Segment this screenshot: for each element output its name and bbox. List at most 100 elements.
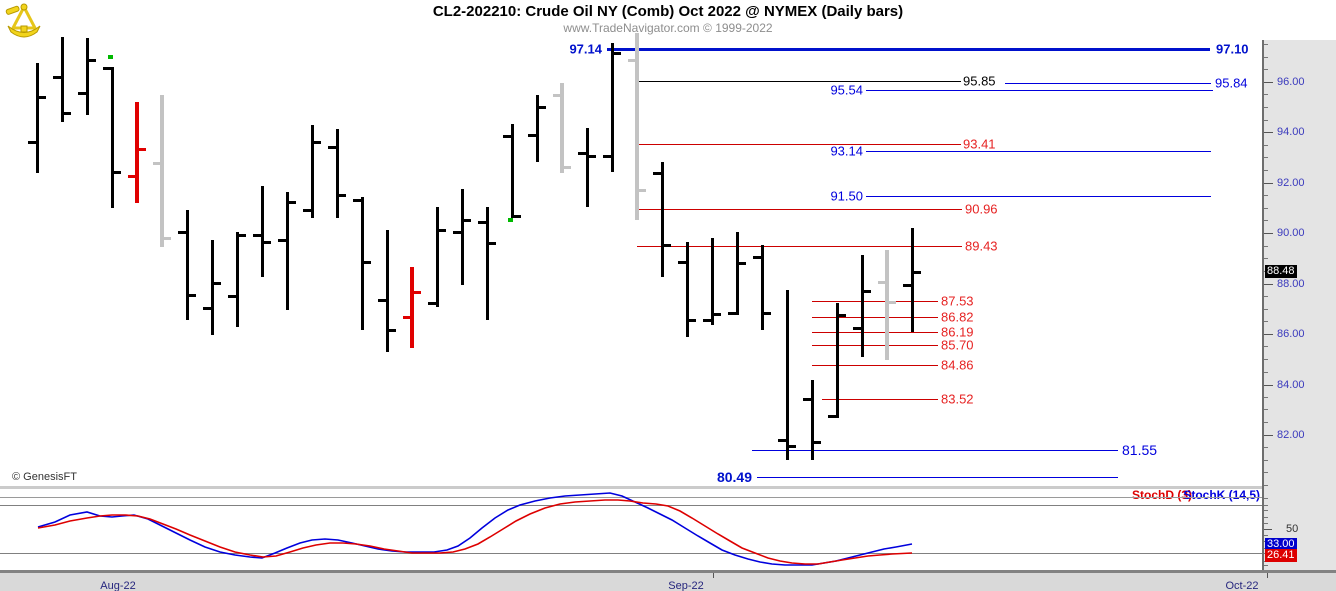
ohlc-open-tick bbox=[28, 141, 37, 144]
panel-separator[interactable] bbox=[0, 486, 1262, 489]
ohlc-bar-stem bbox=[611, 43, 614, 172]
ohlc-open-tick bbox=[403, 316, 412, 319]
ohlc-bar-stem bbox=[61, 37, 64, 122]
ohlc-close-tick bbox=[587, 155, 596, 158]
axis-minor-tick bbox=[1264, 460, 1268, 461]
axis-minor-tick bbox=[1264, 346, 1268, 347]
axis-minor-tick bbox=[1264, 372, 1268, 373]
ohlc-bar-stem bbox=[236, 232, 239, 327]
ohlc-open-tick bbox=[828, 415, 837, 418]
ohlc-bar-stem bbox=[135, 102, 139, 203]
ohlc-open-tick bbox=[603, 155, 612, 158]
price-level-line bbox=[637, 144, 961, 145]
ohlc-bar-stem bbox=[436, 207, 439, 307]
axis-minor-tick bbox=[1264, 170, 1268, 171]
price-level-line bbox=[812, 365, 938, 366]
price-level-label: 80.49 bbox=[716, 469, 752, 485]
ohlc-open-tick bbox=[578, 152, 587, 155]
axis-minor-tick bbox=[1264, 195, 1268, 196]
stochd-legend-label[interactable]: StochD (3) bbox=[1132, 488, 1192, 502]
ohlc-open-tick bbox=[478, 221, 487, 224]
ohlc-open-tick bbox=[678, 261, 687, 264]
time-axis-label: Sep-22 bbox=[668, 580, 704, 591]
signal-marker bbox=[108, 55, 113, 59]
ohlc-bar-stem bbox=[211, 240, 214, 335]
price-level-line bbox=[866, 151, 1211, 152]
axis-minor-tick bbox=[1264, 69, 1268, 70]
ohlc-bar-stem bbox=[361, 197, 364, 330]
axis-minor-tick bbox=[1264, 397, 1268, 398]
ohlc-close-tick bbox=[162, 237, 171, 240]
axis-minor-tick bbox=[1264, 120, 1268, 121]
axis-minor-tick bbox=[1264, 535, 1268, 536]
ohlc-bar-stem bbox=[386, 230, 389, 352]
ohlc-open-tick bbox=[453, 231, 462, 234]
price-level-label: 95.84 bbox=[1215, 75, 1248, 91]
stoch-minor-tick bbox=[1264, 517, 1268, 518]
axis-tick-label: 84.00 bbox=[1277, 379, 1305, 391]
price-axis[interactable]: 96.00 94.00 92.00 90.00 88.00 86.00 84.00 82.00… bbox=[1262, 40, 1336, 570]
ohlc-open-tick bbox=[203, 307, 212, 310]
ohlc-bar-stem bbox=[811, 380, 814, 460]
ohlc-bar-stem bbox=[861, 255, 864, 357]
stoch-minor-tick bbox=[1264, 505, 1268, 506]
stoch-mid-label: 50 bbox=[1286, 523, 1299, 535]
ohlc-close-tick bbox=[337, 194, 346, 197]
ohlc-close-tick bbox=[212, 282, 221, 285]
axis-tick bbox=[1264, 233, 1273, 234]
axis-minor-tick bbox=[1264, 523, 1268, 524]
ohlc-open-tick bbox=[428, 302, 437, 305]
stochd-curve bbox=[37, 499, 913, 565]
ohlc-bar-stem bbox=[486, 207, 489, 320]
price-level-line bbox=[1005, 83, 1211, 84]
ohlc-open-tick bbox=[228, 295, 237, 298]
ohlc-close-tick bbox=[287, 201, 296, 204]
axis-minor-tick bbox=[1264, 309, 1268, 310]
ohlc-close-tick bbox=[262, 241, 271, 244]
axis-minor-tick bbox=[1264, 44, 1268, 45]
ohlc-open-tick bbox=[53, 76, 62, 79]
ohlc-close-tick bbox=[487, 242, 496, 245]
price-level-label: 95.54 bbox=[830, 82, 863, 98]
time-axis[interactable]: Aug-22 Sep-22 Oct-22 bbox=[0, 570, 1336, 591]
ohlc-close-tick bbox=[612, 52, 621, 55]
ohlc-bar-stem bbox=[111, 67, 114, 208]
axis-tick-label: 86.00 bbox=[1277, 328, 1305, 340]
ohlc-bar-stem bbox=[711, 238, 714, 325]
axis-minor-tick bbox=[1264, 510, 1268, 511]
axis-tick bbox=[1264, 82, 1273, 83]
signal-marker bbox=[508, 218, 513, 222]
ohlc-close-tick bbox=[87, 59, 96, 62]
ohlc-open-tick bbox=[778, 439, 787, 442]
ohlc-bar-stem bbox=[261, 186, 264, 277]
time-axis-label: Oct-22 bbox=[1225, 580, 1259, 591]
axis-minor-tick bbox=[1264, 94, 1268, 95]
ohlc-close-tick bbox=[37, 96, 46, 99]
stochk-legend-label[interactable]: StochK (14,5) bbox=[1183, 488, 1260, 502]
price-level-label: 87.53 bbox=[941, 293, 974, 309]
ohlc-bar-stem bbox=[160, 95, 164, 247]
price-chart-panel[interactable]: 97.14 97.10 95.85 95.84 95.54 93.41 93.14 91.50… bbox=[0, 0, 1262, 486]
price-level-label: 91.50 bbox=[830, 188, 863, 204]
ohlc-close-tick bbox=[562, 166, 571, 169]
axis-minor-tick bbox=[1264, 409, 1268, 410]
ohlc-close-tick bbox=[312, 141, 321, 144]
ohlc-open-tick bbox=[378, 299, 387, 302]
ohlc-open-tick bbox=[728, 312, 737, 315]
ohlc-open-tick bbox=[353, 199, 362, 202]
ohlc-bar-stem bbox=[311, 125, 314, 218]
ohlc-close-tick bbox=[112, 171, 121, 174]
axis-tick-label: 94.00 bbox=[1277, 126, 1305, 138]
ohlc-bar-stem bbox=[786, 290, 789, 460]
axis-minor-tick bbox=[1264, 422, 1268, 423]
price-level-line bbox=[866, 196, 1211, 197]
ohlc-close-tick bbox=[737, 262, 746, 265]
ohlc-bar-stem bbox=[560, 83, 564, 173]
ohlc-open-tick bbox=[303, 209, 312, 212]
stochastic-panel[interactable] bbox=[0, 489, 1262, 570]
stoch-mid-tick bbox=[1264, 529, 1272, 530]
genesis-sextant-logo-icon[interactable] bbox=[4, 2, 44, 45]
axis-minor-tick bbox=[1264, 359, 1268, 360]
ohlc-close-tick bbox=[812, 441, 821, 444]
